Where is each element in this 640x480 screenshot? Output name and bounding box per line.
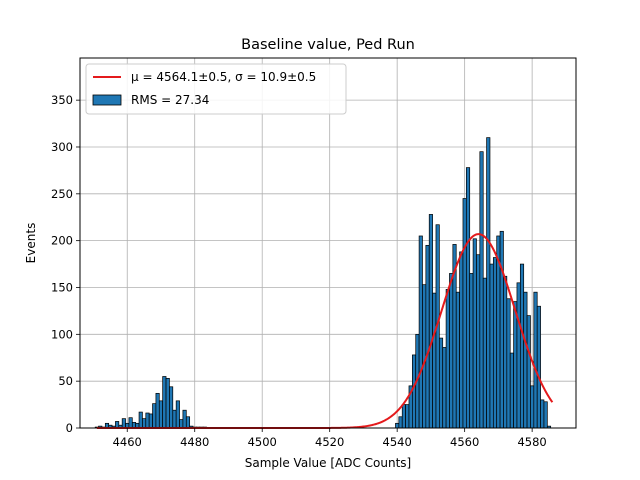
x-tick-label: 4460 bbox=[113, 435, 142, 449]
histogram-bar bbox=[469, 273, 474, 429]
histogram-bar bbox=[412, 354, 417, 429]
histogram-bar bbox=[499, 230, 504, 429]
y-tick-label: 300 bbox=[51, 140, 73, 154]
histogram-bar bbox=[530, 385, 535, 429]
histogram-bar bbox=[148, 413, 153, 429]
y-axis-ticks: 0 50 100 150 200 250 300 350 bbox=[51, 93, 80, 435]
histogram-bar bbox=[503, 275, 508, 429]
x-axis-label: Sample Value [ADC Counts] bbox=[245, 456, 411, 470]
histogram-bar bbox=[543, 401, 548, 429]
plot-frame bbox=[79, 57, 577, 429]
histogram-bar bbox=[519, 263, 525, 429]
histogram-bar bbox=[155, 392, 160, 429]
histogram-bar bbox=[165, 378, 170, 429]
histogram-bar bbox=[395, 422, 400, 429]
histogram-bar bbox=[509, 352, 514, 429]
y-tick-label: 200 bbox=[51, 234, 73, 248]
legend-box bbox=[85, 63, 347, 115]
histogram-bar bbox=[142, 418, 147, 429]
histogram-bar bbox=[465, 167, 471, 429]
histogram-bar bbox=[152, 403, 157, 429]
legend-fit-mu: μ = 4564.1±0.5 bbox=[131, 70, 227, 84]
histogram-bar bbox=[455, 291, 460, 429]
x-tick-label: 4480 bbox=[180, 435, 209, 449]
histogram-bar bbox=[476, 254, 481, 429]
histogram-bar bbox=[523, 291, 528, 429]
y-tick-label: 50 bbox=[58, 374, 73, 388]
histogram-bar bbox=[432, 292, 437, 429]
histogram-bar bbox=[438, 337, 444, 429]
histogram-bar bbox=[513, 301, 518, 429]
histogram-bar bbox=[506, 298, 511, 429]
histogram-bar bbox=[158, 400, 164, 429]
y-tick-label: 0 bbox=[66, 421, 73, 435]
histogram-bar bbox=[459, 251, 464, 429]
histogram-bar bbox=[516, 282, 521, 429]
histogram-bar bbox=[482, 277, 487, 429]
histogram-bar bbox=[172, 409, 177, 429]
histogram-bar bbox=[540, 399, 545, 429]
histogram-bar bbox=[428, 214, 433, 429]
y-tick-label: 350 bbox=[51, 93, 73, 107]
legend-fit-separator: , bbox=[227, 70, 235, 84]
histogram-bar bbox=[445, 289, 450, 429]
legend-fit-sigma: σ = 10.9±0.5 bbox=[235, 70, 316, 84]
histogram-bar bbox=[182, 409, 187, 429]
histogram-bar bbox=[169, 386, 174, 429]
legend: μ = 4564.1±0.5, σ = 10.9±0.5 RMS = 27.34 bbox=[85, 63, 347, 115]
histogram-bar bbox=[185, 416, 191, 429]
x-tick-label: 4500 bbox=[248, 435, 277, 449]
x-tick-label: 4520 bbox=[315, 435, 344, 449]
histogram-bar bbox=[536, 305, 541, 429]
histogram-bar bbox=[472, 238, 477, 429]
histogram-bar bbox=[179, 419, 184, 429]
histogram-bar bbox=[138, 411, 143, 429]
histogram-bar bbox=[479, 151, 484, 429]
legend-fit-label: μ = 4564.1±0.5, σ = 10.9±0.5 bbox=[131, 70, 316, 84]
legend-histogram-swatch bbox=[92, 94, 122, 106]
histogram-bar bbox=[145, 412, 150, 429]
histogram-bar bbox=[533, 291, 538, 429]
histogram-bar bbox=[162, 376, 167, 429]
x-tick-label: 4540 bbox=[383, 435, 412, 449]
histogram-bar bbox=[462, 198, 467, 429]
y-tick-label: 250 bbox=[51, 187, 73, 201]
chart-title: Baseline value, Ped Run bbox=[241, 37, 415, 53]
histogram-bar bbox=[442, 347, 447, 429]
x-tick-label: 4560 bbox=[450, 435, 479, 449]
histogram-bar bbox=[175, 400, 180, 429]
histogram-bar bbox=[405, 404, 410, 429]
histogram-bar bbox=[128, 417, 133, 429]
histogram-bar bbox=[486, 137, 491, 429]
y-tick-label: 100 bbox=[51, 327, 73, 341]
y-tick-label: 150 bbox=[51, 280, 73, 294]
x-axis-ticks: 4460 4480 4500 4520 4540 4560 4580 bbox=[113, 428, 547, 449]
histogram-bar bbox=[401, 404, 406, 429]
histogram-bar bbox=[121, 418, 126, 429]
y-axis-label: Events bbox=[24, 223, 38, 264]
histogram-bar bbox=[489, 263, 494, 429]
x-tick-label: 4580 bbox=[517, 435, 546, 449]
histogram-bar bbox=[398, 416, 403, 429]
histogram-bar bbox=[425, 244, 430, 429]
histogram-bar bbox=[526, 315, 531, 429]
histogram-bar bbox=[492, 257, 498, 429]
histogram-bar bbox=[449, 273, 454, 429]
histogram-bar bbox=[422, 284, 427, 429]
histogram-bar bbox=[418, 235, 423, 429]
legend-histogram-label: RMS = 27.34 bbox=[131, 93, 209, 107]
